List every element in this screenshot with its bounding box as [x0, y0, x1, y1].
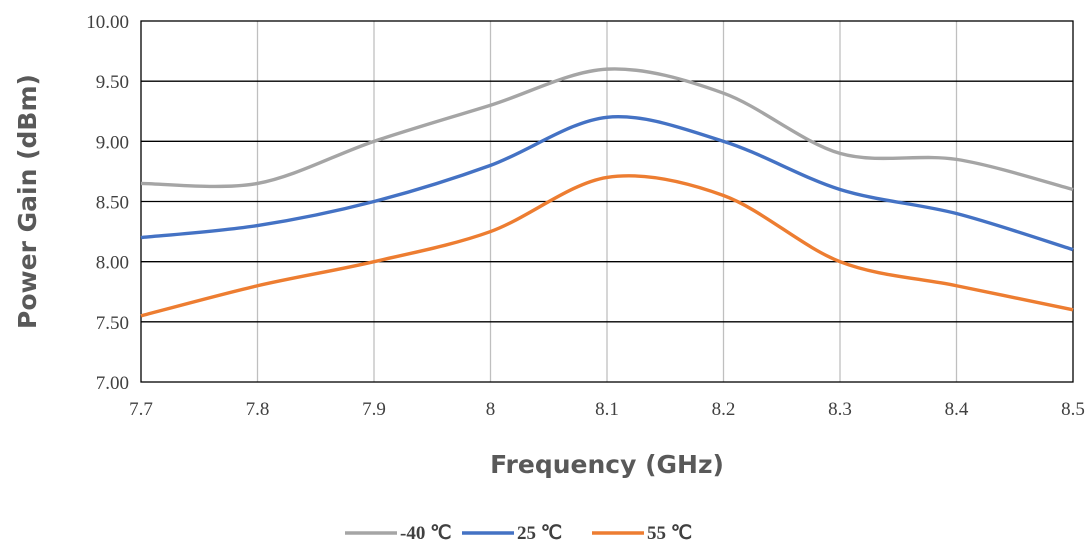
x-tick-label: 7.7 [129, 399, 153, 420]
x-tick-label: 7.8 [246, 399, 270, 420]
x-tick-label: 8.3 [828, 399, 852, 420]
gridlines [141, 21, 1073, 382]
plot-area-border [140, 20, 1074, 383]
x-tick-label: 8.1 [595, 399, 619, 420]
y-tick-label: 7.50 [96, 313, 129, 334]
y-tick-label: 10.00 [86, 12, 129, 33]
series-line-1 [140, 115, 1074, 252]
legend-item: 55 ℃ [592, 523, 692, 544]
y-tick-label: 9.50 [96, 72, 129, 93]
legend-label: 25 ℃ [517, 523, 562, 544]
x-axis-ticks: 7.7 7.8 7.9 8 8.1 8.2 8.3 8.4 8.5 [129, 399, 1085, 420]
y-tick-label: 8.50 [96, 193, 129, 214]
y-axis-title: Power Gain (dBm) [13, 74, 42, 329]
legend: -40 ℃ 25 ℃ 55 ℃ [345, 523, 692, 544]
x-tick-label: 8.4 [945, 399, 969, 420]
y-tick-label: 7.00 [96, 373, 129, 394]
legend-label: -40 ℃ [400, 523, 451, 544]
series-line-2 [140, 174, 1074, 318]
legend-item: -40 ℃ [345, 523, 451, 544]
legend-label: 55 ℃ [647, 523, 692, 544]
x-tick-label: 8.2 [712, 399, 736, 420]
y-tick-label: 8.00 [96, 253, 129, 274]
legend-item: 25 ℃ [462, 523, 562, 544]
x-tick-label: 8.5 [1061, 399, 1085, 420]
y-tick-label: 9.00 [96, 132, 129, 153]
x-tick-label: 8 [486, 399, 496, 420]
x-axis-title: Frequency (GHz) [490, 450, 724, 479]
y-axis-ticks: 7.00 7.50 8.00 8.50 9.00 9.50 10.00 [86, 12, 129, 394]
series-lines [140, 67, 1074, 318]
x-tick-label: 7.9 [362, 399, 386, 420]
series-line-0 [140, 67, 1074, 192]
